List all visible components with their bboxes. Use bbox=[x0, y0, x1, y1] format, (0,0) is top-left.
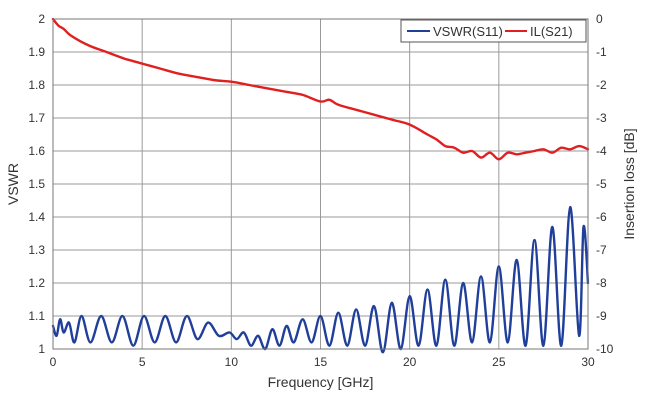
y-tick-label-3: 1.3 bbox=[28, 243, 45, 257]
y-tick-label-6: 1.6 bbox=[28, 144, 45, 158]
y2-axis-title: Insertion loss [dB] bbox=[621, 128, 637, 239]
x-tick-label-5: 25 bbox=[492, 355, 506, 369]
y2-tick-label-6: -4 bbox=[596, 144, 607, 158]
y-tick-label-2: 1.2 bbox=[28, 276, 45, 290]
y-tick-label-9: 1.9 bbox=[28, 45, 45, 59]
legend: VSWR(S11) IL(S21) bbox=[400, 19, 587, 43]
legend-label-il: IL(S21) bbox=[530, 24, 573, 39]
y-tick-label-7: 1.7 bbox=[28, 111, 45, 125]
x-tick-label-0: 0 bbox=[50, 355, 57, 369]
series-line-il bbox=[51, 17, 590, 161]
y2-tick-label-5: -5 bbox=[596, 177, 607, 191]
legend-box bbox=[400, 19, 587, 43]
y-tick-label-8: 1.8 bbox=[28, 78, 45, 92]
x-tick-label-4: 20 bbox=[403, 355, 417, 369]
y2-tick-label-2: -8 bbox=[596, 276, 607, 290]
y-tick-label-5: 1.5 bbox=[28, 177, 45, 191]
y-axis-title: VSWR bbox=[5, 163, 21, 205]
plot-border bbox=[52, 18, 589, 350]
x-tick-label-3: 15 bbox=[314, 355, 328, 369]
y2-tick-label-4: -6 bbox=[596, 210, 607, 224]
x-axis-title: Frequency [GHz] bbox=[268, 374, 374, 390]
x-tick-label-6: 30 bbox=[581, 355, 595, 369]
y2-tick-label-0: -10 bbox=[596, 342, 614, 356]
y-tick-label-10: 2 bbox=[38, 12, 45, 26]
y2-tick-labels: -10-9-8-7-6-5-4-3-2-10 bbox=[596, 12, 614, 356]
y2-tick-label-1: -9 bbox=[596, 309, 607, 323]
grid-lines bbox=[52, 18, 589, 350]
series-line-vswr bbox=[51, 205, 590, 354]
legend-label-vswr: VSWR(S11) bbox=[433, 24, 503, 39]
y-tick-label-0: 1 bbox=[38, 342, 45, 356]
y2-tick-label-7: -3 bbox=[596, 111, 607, 125]
y-tick-label-4: 1.4 bbox=[28, 210, 45, 224]
x-tick-label-1: 5 bbox=[139, 355, 146, 369]
y-tick-label-1: 1.1 bbox=[28, 309, 45, 323]
y2-tick-label-10: 0 bbox=[596, 12, 603, 26]
y2-tick-label-3: -7 bbox=[596, 243, 607, 257]
x-tick-labels: 0 5 10 15 20 25 30 bbox=[50, 355, 595, 369]
y-tick-labels: 1 1.1 1.2 1.3 1.4 1.5 1.6 1.7 1.8 1.9 2 bbox=[28, 12, 45, 356]
y2-tick-label-8: -2 bbox=[596, 78, 607, 92]
y2-tick-label-9: -1 bbox=[596, 45, 607, 59]
x-tick-label-2: 10 bbox=[225, 355, 239, 369]
series-lines bbox=[51, 17, 590, 354]
